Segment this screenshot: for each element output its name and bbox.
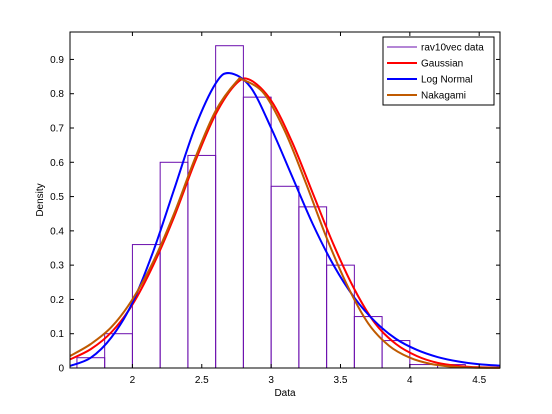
fit-curve-nakagami (69, 77, 501, 369)
fit-curve-gaussian (69, 77, 501, 369)
x-tick-label: 3 (268, 375, 274, 386)
plot-frame (69, 31, 501, 369)
x-axis-label: Data (274, 388, 296, 399)
y-tick-label: 0.7 (50, 124, 64, 135)
x-tick-label: 4.5 (472, 375, 486, 386)
x-tick-label: 4 (407, 375, 413, 386)
y-tick-label: 0.4 (50, 226, 64, 237)
legend-label: Log Normal (421, 75, 473, 86)
y-tick-label: 0.6 (50, 158, 64, 169)
y-axis-label: Density (35, 183, 46, 216)
fit-curve-log-normal (69, 72, 501, 367)
x-axis-ticks: 2 2.5 3 3.5 4 4.5 (130, 32, 487, 386)
y-axis-ticks: 0 0.1 0.2 0.3 0.4 0.5 0.6 0.7 0.8 0.9 (50, 55, 500, 375)
x-tick-label: 3.5 (334, 375, 348, 386)
legend-box (382, 36, 495, 106)
legend-label: Gaussian (421, 59, 463, 70)
y-tick-label: 0.5 (50, 192, 64, 203)
y-tick-label: 0 (58, 364, 64, 375)
y-tick-label: 0.1 (50, 329, 64, 340)
x-tick-label: 2.5 (195, 375, 209, 386)
y-tick-label: 0.3 (50, 261, 64, 272)
y-tick-label: 0.9 (50, 55, 64, 66)
y-tick-label: 0.8 (50, 89, 64, 100)
legend: rav10vec data Gaussian Log Normal Nakagami (382, 36, 495, 106)
legend-label: Nakagami (421, 91, 466, 102)
fit-curves (69, 72, 501, 369)
legend-label: rav10vec data (421, 43, 484, 54)
x-tick-label: 2 (130, 375, 136, 386)
y-tick-label: 0.2 (50, 295, 64, 306)
